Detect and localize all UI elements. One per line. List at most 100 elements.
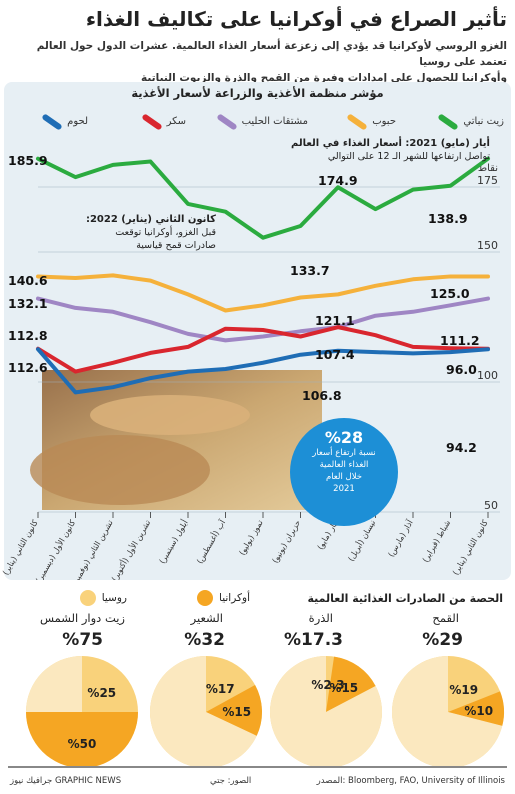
pie-ukraine-label: %15 (222, 705, 251, 719)
legend-sugar-label: سكر (166, 116, 186, 127)
pie-russia-label: %19 (449, 683, 478, 697)
data-point-cereals (111, 273, 115, 277)
y-tick-label: 100 (477, 369, 498, 382)
legend-meat: لحوم (41, 112, 88, 131)
legend-cereals: حبوب (346, 112, 396, 131)
badge-text-2: الغذاء العالمية (319, 460, 369, 470)
legend-russia-label: روسيا (101, 592, 127, 604)
x-tick-label: كانون الثاني (يناير) (451, 518, 490, 576)
x-tick-label: آب (أغسطس) (194, 517, 227, 565)
data-point-cereals (186, 292, 190, 296)
pie-ukraine-slice (448, 691, 504, 726)
subtitle: الغزو الروسي لأوكرانيا قد يؤدي إلى زعزعة… (8, 38, 507, 86)
series-line-sugar (36, 325, 490, 374)
pie-3: %50 %25 (26, 656, 138, 768)
legend-dairy: مشتقات الحليب (215, 112, 308, 131)
data-point-meat (411, 351, 415, 355)
x-tick-label: أيلول (سبتمبر) (157, 518, 190, 565)
data-point-cereals (449, 274, 452, 278)
value-label: 112.8 (8, 328, 48, 343)
data-point-veg_oil (336, 185, 340, 189)
pie-1: %15%2.3 (270, 656, 383, 768)
pie-other-slice (270, 656, 383, 768)
data-point-dairy (261, 335, 265, 338)
chart-legend: زيت نباتي حبوب مشتقات الحليب سكر لحوم (8, 112, 508, 134)
commodity-sunflower-name: زيت دوار الشمس (39, 611, 125, 625)
data-point-veg_oil (486, 157, 490, 161)
value-label: 174.9 (318, 173, 358, 188)
legend-veg-oil: زيت نباتي (437, 112, 504, 131)
data-point-dairy (149, 320, 152, 324)
badge-text-4: 2021 (333, 484, 355, 494)
data-point-meat (224, 367, 227, 371)
export-pies: %10%19%15%2.3%15%17%50%25 (26, 656, 504, 768)
x-tick-label: تموز (يوليو) (237, 519, 264, 557)
legend-cereals-label: حبوب (372, 116, 396, 127)
data-point-cereals (74, 276, 77, 280)
legend-sugar: سكر (140, 112, 186, 131)
data-point-veg_oil (36, 157, 40, 161)
data-point-sugar (299, 335, 302, 338)
data-point-veg_oil (186, 202, 190, 206)
commodity-barley-total: %32 (184, 630, 225, 650)
data-point-meat (336, 349, 340, 353)
badge-text-1: نسبة ارتفاع أسعار (312, 448, 376, 458)
jan-annotation-title: كانون الثاني (يناير) 2022: (85, 214, 216, 225)
may-annotation-body: تواصل ارتفاعها للشهر الـ 12 على التوالي (327, 151, 490, 162)
y-axis-label: نقاط (478, 163, 498, 174)
wheat-photo (30, 370, 322, 510)
data-point-cereals (486, 274, 490, 278)
data-point-cereals (224, 309, 227, 312)
subtitle-line-1: الغزو الروسي لأوكرانيا قد يؤدي إلى زعزعة… (36, 40, 507, 68)
data-point-meat (449, 350, 452, 354)
legend-russia: روسيا (79, 590, 127, 606)
jan-annotation-body-1: قبل الغزو، أوكرانيا توقعت (115, 227, 216, 238)
commodity-corn-name: الذرة (308, 611, 333, 625)
commodity-corn-total: %17.3 (284, 630, 343, 650)
pie-russia-label: %25 (87, 686, 116, 700)
data-point-meat (486, 347, 490, 351)
value-label: 185.9 (8, 153, 48, 168)
photo-credit: الصور: جتي (210, 776, 252, 786)
data-point-meat (74, 390, 77, 394)
legend-veg-oil-label: زيت نباتي (463, 116, 504, 127)
x-tick-label: كانون الثاني (يناير) (1, 518, 40, 576)
data-point-cereals (261, 303, 265, 307)
commodity-sunflower-total: %75 (62, 630, 103, 650)
data-point-veg_oil (261, 236, 265, 240)
value-label: 132.1 (8, 296, 48, 311)
source-note: المصدر: Bloomberg, FAO, University of Il… (316, 776, 505, 786)
inflation-badge: %28 نسبة ارتفاع أسعار الغذاء العالمية خل… (290, 418, 398, 526)
x-tick-label: حزيران (يونيو) (270, 518, 302, 564)
data-point-cereals (36, 274, 40, 278)
pie-russia-label: %2.3 (311, 678, 344, 692)
data-point-sugar (411, 345, 415, 349)
data-point-veg_oil (74, 175, 77, 179)
commodity-barley-name: الشعير (190, 611, 223, 625)
data-point-meat (299, 353, 302, 357)
data-point-veg_oil (149, 160, 152, 164)
data-point-veg_oil (224, 210, 227, 214)
data-point-dairy (224, 338, 227, 342)
data-point-sugar (374, 333, 377, 337)
y-tick-label: 150 (477, 239, 498, 252)
data-point-meat (374, 350, 377, 354)
data-point-cereals (336, 292, 340, 296)
data-point-veg_oil (449, 184, 452, 188)
value-label: 125.0 (430, 286, 470, 301)
legend-meat-label: لحوم (67, 116, 88, 127)
pie-ukraine-label: %50 (68, 737, 97, 751)
commodity-wheat-total: %29 (422, 630, 463, 650)
x-tick-label: آذار (مارس) (386, 517, 416, 558)
pie-russia-label: %17 (206, 682, 235, 696)
badge-percent: %28 (324, 428, 364, 447)
data-point-meat (36, 347, 40, 351)
badge-text-3: خلال العام (325, 472, 363, 482)
value-label: 106.8 (302, 388, 342, 403)
jan-annotation-body-2: صادرات قمح قياسية (136, 240, 216, 251)
value-label: 94.2 (446, 440, 477, 455)
pie-ukraine-slice (206, 685, 262, 736)
export-share-title: الحصة من الصادرات الغذائية العالمية (307, 592, 503, 605)
data-point-dairy (299, 329, 302, 333)
